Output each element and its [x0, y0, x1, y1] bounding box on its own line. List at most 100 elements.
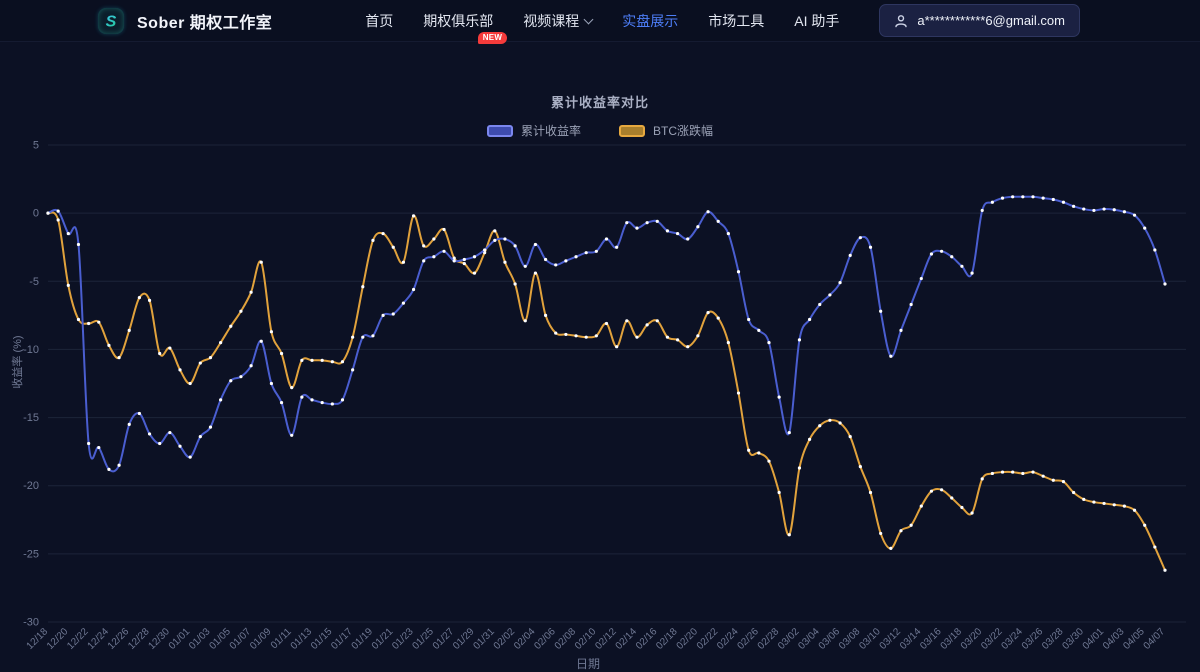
data-point-dot[interactable] [848, 435, 852, 439]
data-point-dot[interactable] [554, 331, 558, 335]
data-point-dot[interactable] [858, 465, 862, 469]
data-point-dot[interactable] [787, 533, 791, 537]
data-point-dot[interactable] [1041, 196, 1045, 200]
nav-item-video-courses[interactable]: 视频课程 [523, 11, 594, 31]
data-point-dot[interactable] [158, 441, 162, 446]
data-point-dot[interactable] [452, 259, 456, 263]
data-point-dot[interactable] [208, 356, 213, 360]
data-point-dot[interactable] [229, 379, 233, 383]
data-point-dot[interactable] [675, 231, 680, 236]
data-point-dot[interactable] [208, 425, 213, 429]
data-point-dot[interactable] [178, 444, 182, 448]
data-point-dot[interactable] [797, 338, 802, 342]
data-point-dot[interactable] [127, 422, 131, 426]
data-point-dot[interactable] [1092, 500, 1096, 504]
data-point-dot[interactable] [818, 302, 822, 307]
legend-item-cumulative-return[interactable]: 累计收益率 [486, 122, 581, 139]
data-point-dot[interactable] [269, 381, 273, 386]
data-point-dot[interactable] [229, 324, 233, 328]
data-point-dot[interactable] [411, 214, 416, 218]
data-point-dot[interactable] [807, 317, 812, 322]
data-point-dot[interactable] [838, 421, 842, 425]
data-point-dot[interactable] [523, 319, 527, 323]
data-point-dot[interactable] [249, 290, 253, 294]
data-point-dot[interactable] [147, 432, 152, 436]
data-point-dot[interactable] [574, 255, 578, 259]
data-point-dot[interactable] [483, 248, 487, 252]
data-point-dot[interactable] [635, 335, 639, 339]
data-point-dot[interactable] [371, 238, 375, 242]
data-point-dot[interactable] [797, 466, 802, 470]
data-point-dot[interactable] [807, 437, 812, 441]
data-point-dot[interactable] [716, 316, 720, 320]
data-point-dot[interactable] [818, 424, 822, 428]
nav-item-home[interactable]: 首页 [365, 11, 393, 31]
data-point-dot[interactable] [828, 418, 832, 422]
data-point-dot[interactable] [655, 319, 659, 323]
data-point-dot[interactable] [462, 261, 466, 266]
data-point-dot[interactable] [889, 546, 893, 551]
data-point-dot[interactable] [56, 218, 60, 222]
data-point-dot[interactable] [137, 411, 141, 416]
data-point-dot[interactable] [655, 219, 659, 223]
data-point-dot[interactable] [736, 270, 741, 274]
data-point-dot[interactable] [533, 271, 538, 275]
data-point-dot[interactable] [472, 271, 477, 275]
data-point-dot[interactable] [493, 238, 497, 242]
data-point-dot[interactable] [696, 334, 700, 338]
data-point-dot[interactable] [757, 451, 761, 455]
nav-item-options-club[interactable]: 期权俱乐部 NEW [423, 11, 508, 44]
data-point-dot[interactable] [107, 343, 111, 347]
data-point-dot[interactable] [696, 225, 700, 229]
data-point-dot[interactable] [1122, 210, 1126, 214]
data-point-dot[interactable] [46, 211, 50, 215]
data-point-dot[interactable] [1102, 501, 1106, 506]
data-point-dot[interactable] [97, 445, 101, 450]
data-point-dot[interactable] [1021, 195, 1025, 199]
data-point-dot[interactable] [635, 226, 639, 230]
data-point-dot[interactable] [828, 293, 832, 297]
data-point-dot[interactable] [1153, 545, 1157, 549]
data-point-dot[interactable] [259, 339, 263, 343]
data-point-dot[interactable] [127, 328, 131, 332]
data-point-dot[interactable] [868, 490, 873, 495]
data-point-dot[interactable] [1011, 195, 1015, 199]
data-point-dot[interactable] [747, 448, 751, 452]
line-chart-canvas[interactable]: 50-5-10-15-20-25-3012/1812/2012/2212/241… [0, 140, 1200, 669]
data-point-dot[interactable] [483, 251, 487, 255]
data-point-dot[interactable] [1072, 490, 1076, 495]
data-point-dot[interactable] [879, 309, 883, 313]
data-point-dot[interactable] [1031, 195, 1035, 199]
data-point-dot[interactable] [1122, 504, 1126, 508]
data-point-dot[interactable] [381, 231, 385, 236]
data-point-dot[interactable] [950, 255, 954, 259]
legend-item-btc-change[interactable]: BTC涨跌幅 [619, 122, 713, 139]
data-point-dot[interactable] [950, 496, 954, 500]
data-point-dot[interactable] [249, 364, 253, 368]
data-point-dot[interactable] [645, 323, 649, 327]
data-point-dot[interactable] [736, 391, 741, 395]
data-point-dot[interactable] [1163, 568, 1167, 572]
data-point-dot[interactable] [564, 259, 568, 263]
data-point-dot[interactable] [493, 229, 497, 233]
data-point-dot[interactable] [747, 317, 751, 322]
data-point-dot[interactable] [929, 252, 934, 256]
data-point-dot[interactable] [320, 400, 324, 405]
nav-item-ai-assistant[interactable]: AI 助手 [794, 11, 839, 31]
data-point-dot[interactable] [1132, 213, 1137, 217]
data-point-dot[interactable] [940, 488, 944, 492]
data-point-dot[interactable] [340, 360, 345, 364]
data-point-dot[interactable] [279, 400, 284, 405]
data-point-dot[interactable] [503, 260, 507, 264]
data-point-dot[interactable] [351, 335, 355, 339]
data-point-dot[interactable] [1000, 196, 1005, 200]
data-point-dot[interactable] [1102, 207, 1106, 211]
data-point-dot[interactable] [1051, 197, 1055, 202]
data-point-dot[interactable] [76, 317, 81, 322]
data-point-dot[interactable] [137, 296, 141, 300]
data-point-dot[interactable] [422, 244, 426, 248]
data-point-dot[interactable] [990, 471, 994, 476]
data-point-dot[interactable] [533, 242, 538, 247]
data-point-dot[interactable] [615, 345, 619, 349]
data-point-dot[interactable] [269, 330, 273, 334]
